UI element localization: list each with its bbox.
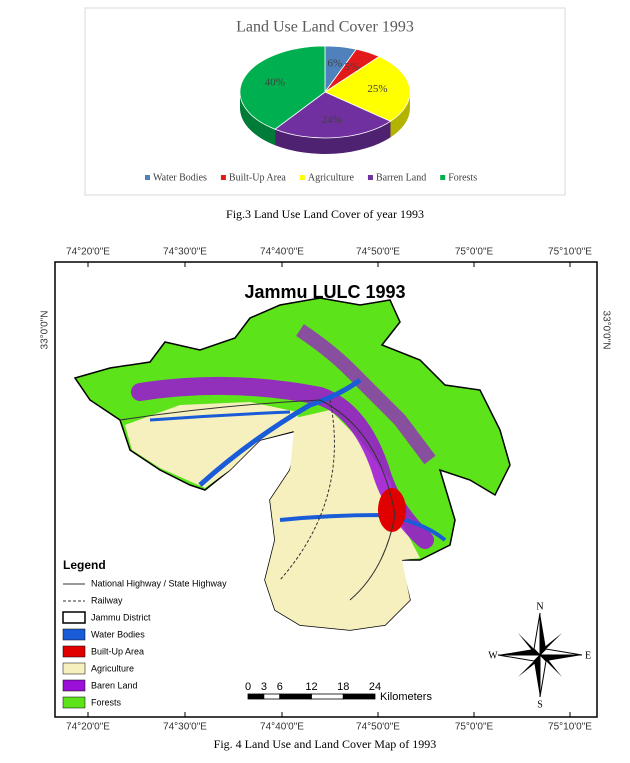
legend-label: Forests (91, 697, 122, 707)
scale-segment (342, 693, 376, 700)
pie-slice (324, 56, 411, 122)
longitude-label: 74°40'0"E (260, 247, 304, 258)
legend-symbol (62, 628, 86, 641)
legend-label: Water Bodies (153, 172, 207, 183)
legend-swatch (299, 175, 305, 180)
legend-label: Agriculture (91, 663, 134, 673)
longitude-label: 75°10'0"E (548, 247, 592, 258)
agriculture-area (125, 402, 298, 488)
highway (119, 399, 396, 601)
longitude-label: 74°40'0"E (260, 722, 304, 733)
scale-unit: Kilometers (380, 691, 432, 703)
map-legend: National Highway / State Highway Railway J… (91, 578, 227, 707)
legend-swatch (145, 175, 150, 180)
compass-label: E (585, 650, 591, 661)
scale-segment (247, 693, 265, 700)
caption: Fig. 4 Land Use and Land Cover Map of 19… (214, 737, 437, 751)
railway (279, 399, 335, 581)
data-label: 25% (367, 83, 387, 95)
scale-segment (263, 693, 281, 700)
legend-label: Water Bodies (91, 629, 145, 639)
coordinate-labels: 74°20'0"E 74°20'0"E 74°30'0"E 74°30'0"E 74°4… (66, 247, 592, 733)
compass-label: S (537, 699, 543, 710)
barren-band (296, 324, 436, 465)
compass-label: N (536, 601, 543, 612)
data-label: 40% (265, 77, 285, 89)
longitude-label: 75°0'0"E (455, 247, 494, 258)
longitude-label: 74°30'0"E (163, 722, 207, 733)
legend-symbol (62, 679, 86, 692)
river (149, 410, 291, 422)
longitude-label: 74°20'0"E (66, 247, 110, 258)
legend-symbol (62, 611, 86, 624)
longitude-label: 75°0'0"E (455, 722, 494, 733)
data-label: 6% (328, 58, 343, 70)
scale-segment (279, 693, 312, 700)
legend-label: Built-Up Area (229, 172, 286, 183)
scale-bar: 0 3 6 12 18 24 (245, 681, 381, 700)
scale-label: 6 (277, 681, 283, 693)
river (198, 377, 362, 487)
latitude-label: 33°0'0"N (40, 311, 51, 350)
caption: Fig.3 Land Use Land Cover of year 1993 (226, 207, 424, 221)
data-label: 5% (344, 61, 359, 73)
legend-label: Jammu District (91, 612, 151, 622)
longitude-label: 74°30'0"E (163, 247, 207, 258)
longitude-label: 75°10'0"E (548, 722, 592, 733)
legend-symbol (62, 662, 86, 675)
legend-label: Barren Land (376, 172, 426, 183)
latitude-label: 33°0'0"N (600, 311, 611, 350)
legend-label: Railway (91, 595, 123, 605)
longitude-label: 74°50'0"E (356, 247, 400, 258)
map-title: Jammu LULC 1993 (244, 282, 405, 302)
pie-side (390, 92, 410, 138)
legend-label: Built-Up Area (91, 646, 144, 656)
chart-title: Land Use Land Cover 1993 (236, 19, 414, 36)
legend-label: Agriculture (308, 172, 355, 183)
pie-side (240, 92, 276, 146)
legend-label: Forests (448, 172, 477, 183)
data-label: 24% (322, 114, 342, 126)
agriculture-area (265, 410, 420, 630)
longitude-label: 74°50'0"E (356, 722, 400, 733)
scale-label: 12 (305, 681, 317, 693)
scale-segment (311, 693, 344, 700)
legend-swatch (367, 175, 373, 180)
scale-label: 18 (337, 681, 349, 693)
pie-slice (239, 45, 326, 130)
legend-label: Baren Land (91, 680, 138, 690)
urban-area (378, 488, 406, 532)
legend-label: National Highway / State Highway (91, 578, 227, 588)
scale-label: 3 (261, 681, 267, 693)
map-area (73, 297, 511, 631)
legend: Water Bodies Built-Up Area Agriculture Barr… (145, 172, 477, 183)
pie: 6% 5% 25% 24% 40% (239, 45, 411, 155)
pie-side (275, 121, 391, 155)
legend-symbol (62, 696, 86, 709)
scale-label: 0 (245, 681, 251, 693)
longitude-label: 74°20'0"E (66, 722, 110, 733)
legend-swatch (220, 175, 226, 180)
scale-label: 24 (369, 681, 381, 693)
pie-slice (274, 91, 392, 139)
compass-label: W (488, 650, 498, 661)
legend-symbol (62, 645, 86, 658)
legend-title: Legend (63, 558, 106, 572)
legend-swatch (440, 175, 446, 180)
compass (497, 612, 583, 698)
